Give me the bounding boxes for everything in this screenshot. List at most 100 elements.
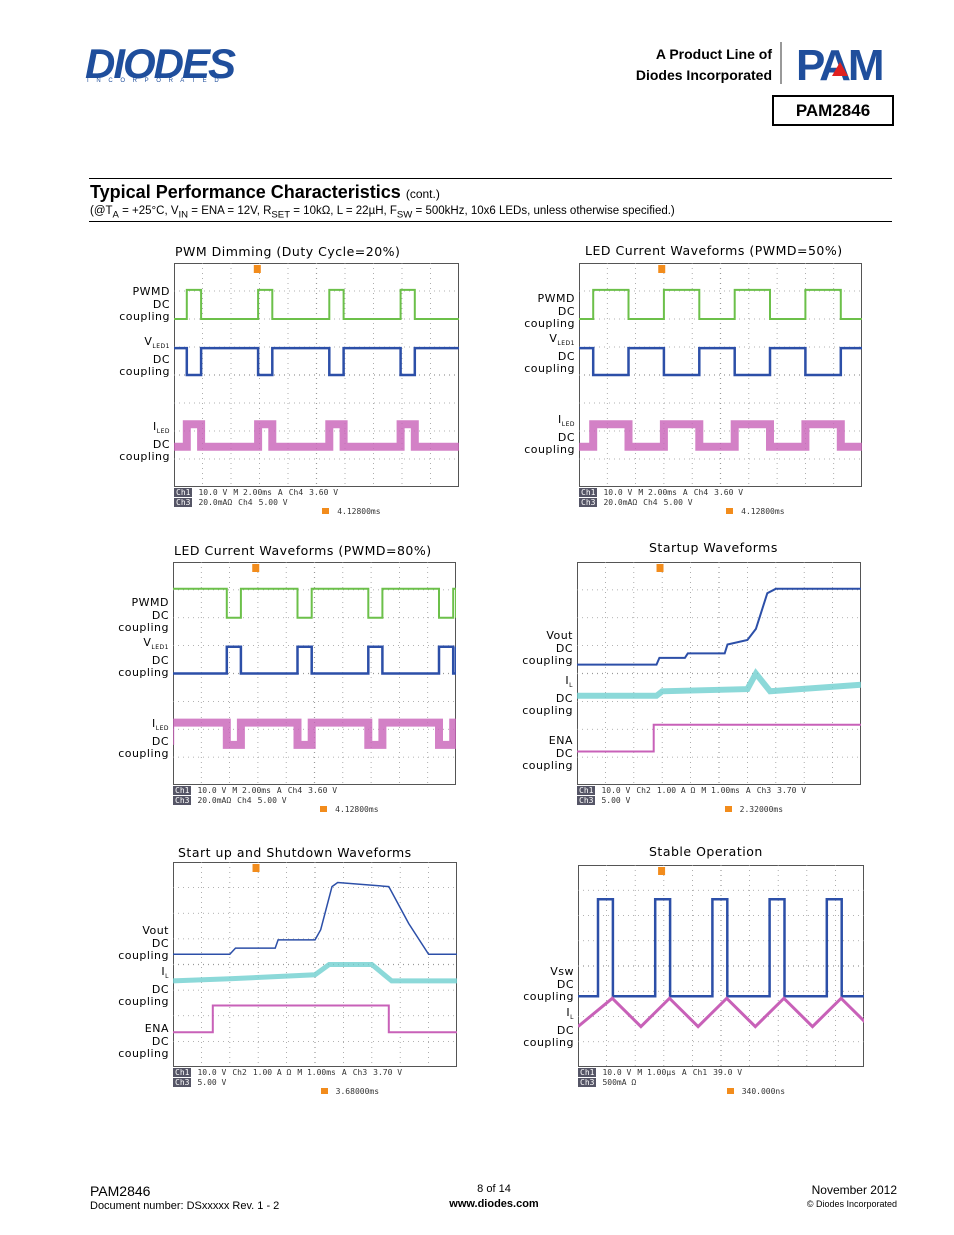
logo: DIODES [85,40,236,87]
trigger-marker [253,265,261,273]
title-note: (cont.) [405,187,440,201]
label-name: ENA [548,734,573,747]
label-line: DC [152,297,170,311]
readout: M 1.00µs [637,1068,676,1077]
readout: Ch4 [288,488,304,497]
label-name: I [151,717,156,730]
readout-row: Ch1 10.0 V M 2.00ms A Ch4 3.60 V [579,488,743,497]
readout: 1.00 A Ω [656,786,696,795]
condition-part: = 500kHz, 10x6 LEDs, unless otherwise sp… [412,205,675,217]
label-sub: L [165,973,169,981]
trigger-marker [658,867,666,875]
readout-row: Ch3 500mA Ω [578,1078,636,1087]
label-head: VLED1 [118,636,169,655]
readout: Ch3 [174,498,193,507]
label-line: DC [555,641,573,655]
waveform [579,288,862,320]
readout: Ch4 [237,796,252,805]
copyright: © Diodes Incorporated [806,1199,897,1209]
readout: 5.00 V [257,796,287,805]
rule [89,221,892,222]
label-line: coupling [524,443,575,457]
waveform [577,587,861,666]
label-name: ENA [144,1022,169,1035]
readout: 20.0mAΩ [198,498,233,507]
label-line: coupling [118,747,169,761]
label-name: PWMD [131,596,169,609]
readout: 20.0mAΩ [197,796,232,805]
label-line: coupling [119,310,170,323]
label-head: ILED [524,413,575,432]
channel-label: VLED1 DC coupling [118,636,169,680]
label-name: Vsw [550,965,574,978]
readout: Ch3 [578,1078,597,1087]
label-head: ENA [522,734,573,748]
readout: 3.70 V [777,786,807,795]
waveform [173,962,457,984]
label-head: Vout [118,924,169,938]
label-name: PWMD [132,285,170,298]
screen-frame [173,862,457,1067]
readout: 3.60 V [309,488,339,497]
label-head: Vout [522,629,573,643]
label-name: Vout [142,924,169,937]
readout: A [682,488,688,497]
trigger-position: 2.32000ms [725,805,783,814]
label-sub: L [569,682,573,690]
trigger-marker [252,864,260,872]
plot-title: LED Current Waveforms (PWMD=50%) [585,243,843,258]
section-title: Typical Performance Characteristics (con… [90,182,440,203]
plot-title: Start up and Shutdown Waveforms [178,845,412,860]
pam-logo: PAM [796,44,885,86]
channel-label: PWMD DC coupling [118,596,169,635]
trigger-marker [252,564,260,572]
readout: Ch3 [577,796,596,805]
product-line: Diodes Incorporated [635,67,772,83]
readout: 10.0 V [198,488,228,497]
label-head: IL [522,674,573,693]
label-sub: LED [156,428,170,436]
page-number: 8 of 14 [477,1183,511,1195]
label-line: coupling [119,450,170,464]
readout: Ch4 [238,498,253,507]
waveform [577,668,861,699]
label-head: VLED1 [524,332,575,351]
label-line: DC [151,608,169,622]
waveform [174,288,459,320]
scope-screen [173,862,457,1067]
readout: Ch3 [352,1068,368,1077]
readout: M 2.00ms [638,488,677,497]
label-name: V [143,636,152,649]
plot-title: Startup Waveforms [649,540,778,555]
channel-label: ENA DC coupling [118,1022,169,1061]
waveform [173,645,456,675]
trigger-position: 4.12800ms [726,507,784,516]
channel-label: VLED1 DC coupling [524,332,575,376]
url[interactable]: www.diodes.com [449,1198,539,1210]
readout-row: Ch3 20.0mAΩ Ch4 5.00 V [174,498,288,507]
readout: 3.60 V [308,786,338,795]
readout: Ch2 [636,786,651,795]
readout: Ch1 [577,786,596,795]
channel-label: IL DC coupling [522,674,573,718]
label-head: IL [118,965,169,984]
readout: 5.00 V [258,498,288,507]
label-line: DC [557,304,575,318]
label-name: I [566,1006,571,1019]
readout: 500mA Ω [602,1078,637,1087]
footer-part: PAM2846 [90,1183,151,1199]
readout: Ch4 [287,786,303,795]
readout: Ch1 [692,1068,708,1077]
label-name: I [152,420,157,433]
divider [780,42,782,84]
condition-part: = ENA = 12V, R [188,205,272,217]
readout: Ch2 [232,1068,247,1077]
waveform [173,587,456,619]
label-line: DC [557,349,575,363]
brand-mark [832,62,848,76]
readout-row: Ch3 20.0mAΩ Ch4 5.00 V [173,796,287,805]
scope-screen [173,562,456,785]
trigger-marker [658,265,666,273]
condition-part: = 10kΩ, L = 22µH, F [290,205,397,217]
readout: M 1.00ms [297,1068,336,1077]
